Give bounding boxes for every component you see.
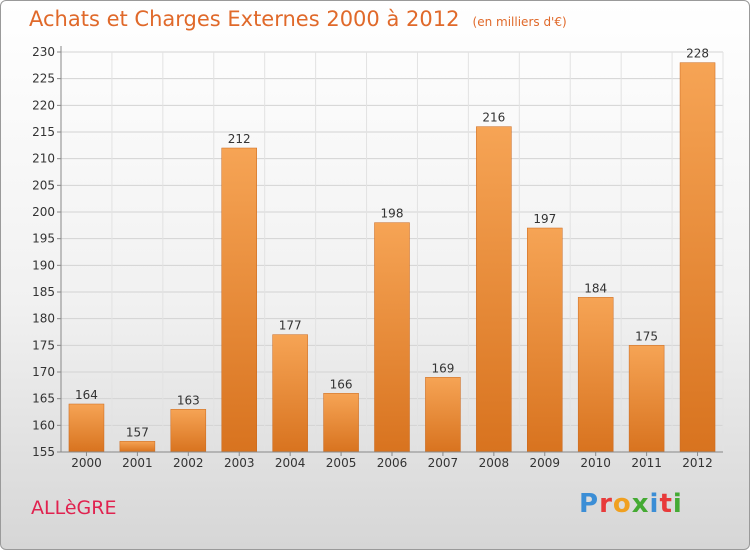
x-tick-label: 2010: [580, 456, 611, 470]
bar-2012: [679, 62, 716, 453]
label-layer: 164 157 163 212 177 166 198 169 216 197 184 175 228: [75, 47, 709, 440]
data-label-2005: 166: [330, 377, 353, 391]
y-tick-label: 180: [32, 312, 55, 326]
x-tick-label: 2011: [631, 456, 662, 470]
title-row: Achats et Charges Externes 2000 à 2012 (…: [29, 7, 567, 31]
brand-letter: x: [631, 489, 650, 519]
x-tick-label: 2003: [224, 456, 255, 470]
y-tick-label: 170: [32, 365, 55, 379]
bar-2004: [272, 334, 308, 453]
y-tick-label: 155: [32, 445, 55, 459]
chart-unit: (en milliers d'€): [472, 15, 567, 29]
y-tick-label: 160: [32, 418, 55, 432]
bar-2009: [527, 227, 563, 453]
x-tick-label: 2008: [479, 456, 510, 470]
bar-2001: [119, 441, 156, 453]
y-tick-label: 205: [32, 178, 55, 192]
bar-2000: [68, 403, 105, 453]
data-label-2012: 228: [686, 47, 709, 61]
y-tick-label: 165: [32, 392, 55, 406]
bar-layer: [68, 62, 716, 453]
brand-letter: i: [649, 489, 660, 519]
y-tick-label: 190: [32, 258, 55, 272]
bar-2005: [323, 393, 359, 453]
y-tick-label: 215: [32, 125, 55, 139]
y-tick-label: 200: [32, 205, 55, 219]
bar-2003: [221, 147, 257, 453]
bar-2002: [170, 409, 207, 453]
bar-2007: [425, 377, 461, 453]
y-tick-label: 185: [32, 285, 55, 299]
data-label-2000: 164: [75, 388, 98, 402]
x-tick-label: 2004: [275, 456, 306, 470]
brand-letter: o: [612, 489, 632, 519]
bar-2011: [628, 345, 665, 453]
data-label-2007: 169: [431, 361, 454, 375]
data-label-2006: 198: [381, 207, 404, 221]
commune-name: ALLèGRE: [31, 497, 117, 519]
data-label-2003: 212: [228, 132, 251, 146]
bar-2006: [374, 222, 410, 453]
data-label-2009: 197: [533, 212, 556, 226]
data-label-2001: 157: [126, 425, 149, 439]
y-tick-label: 225: [32, 72, 55, 86]
x-tick-label: 2000: [71, 456, 102, 470]
y-tick-label: 195: [32, 232, 55, 246]
data-label-2002: 163: [177, 393, 200, 407]
data-label-2010: 184: [584, 281, 607, 295]
bar-2008: [476, 126, 512, 453]
bar-2010: [577, 297, 614, 453]
data-label-2008: 216: [482, 111, 505, 125]
y-tick-label: 210: [32, 152, 55, 166]
brand-letter: t: [659, 489, 673, 519]
brand-letter: r: [599, 489, 613, 519]
y-tick-label: 230: [32, 45, 55, 59]
proxiti-logo[interactable]: Proxiti: [579, 489, 683, 519]
data-label-2011: 175: [635, 329, 658, 343]
x-tick-label: 2012: [682, 456, 713, 470]
x-tick-label: 2007: [428, 456, 459, 470]
brand-letter: P: [579, 489, 600, 519]
y-tick-label: 175: [32, 338, 55, 352]
brand-letter: i: [672, 489, 683, 519]
y-tick-label: 220: [32, 98, 55, 112]
x-tick-label: 2006: [377, 456, 408, 470]
x-tick-label: 2001: [122, 456, 153, 470]
chart-title: Achats et Charges Externes 2000 à 2012: [29, 7, 460, 31]
axis-layer: 155 160 165 170 175 180 185 190 195 200 205 210 215 2…: [32, 45, 723, 470]
x-tick-label: 2002: [173, 456, 204, 470]
data-label-2004: 177: [279, 319, 302, 333]
x-tick-label: 2009: [529, 456, 560, 470]
x-tick-label: 2005: [326, 456, 357, 470]
